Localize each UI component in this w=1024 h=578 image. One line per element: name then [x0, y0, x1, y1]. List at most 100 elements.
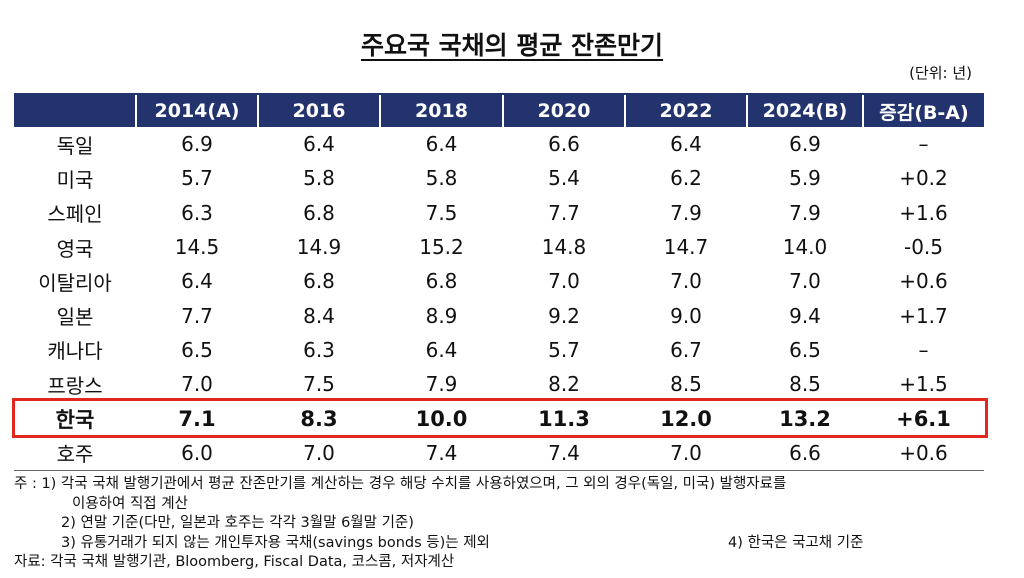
value-cell: 6.0	[136, 435, 258, 471]
maturity-table: 2014(A) 2016 2018 2020 2022 2024(B) 증감(B-A) 독일…	[14, 93, 984, 471]
value-cell: 6.4	[670, 132, 702, 157]
column-header: 2014(A)	[135, 93, 258, 127]
country-cell: 미국	[56, 167, 94, 192]
source: 자료: 각국 국채 발행기관, Bloomberg, Fiscal Data, …	[14, 554, 455, 570]
value-cell: +1.5	[899, 372, 948, 397]
table-row: 한국 7.1 8.3 10.0 11.3 12.0 13.2 +6.1	[14, 401, 984, 435]
country-cell: 캐나다	[47, 339, 103, 364]
value-cell: +0.6	[863, 435, 984, 471]
value-cell: 7.0	[670, 269, 702, 294]
value-cell: 13.2	[779, 406, 831, 431]
table-row: 프랑스 7.0 7.5 7.9 8.2 8.5 8.5 +1.5	[14, 367, 984, 401]
value-cell: 6.4	[425, 132, 458, 157]
value-cell: 6.5	[181, 337, 213, 362]
value-cell: 14.7	[663, 235, 709, 260]
value-cell: –	[918, 337, 929, 362]
value-cell: +6.1	[896, 406, 951, 431]
table-row: 독일 6.9 6.4 6.4 6.6 6.4 6.9 –	[14, 127, 984, 161]
value-cell: 7.1	[178, 406, 216, 431]
country-cell: 이탈리아	[38, 270, 112, 295]
value-cell: 5.8	[425, 166, 458, 191]
country-cell: 일본	[56, 305, 94, 330]
value-cell: 9.2	[548, 303, 580, 328]
value-cell: 6.5	[789, 337, 821, 362]
value-cell: 11.3	[538, 406, 590, 431]
header-row: 2014(A) 2016 2018 2020 2022 2024(B) 증감(B-A)	[14, 93, 984, 127]
value-cell: 8.3	[300, 406, 338, 431]
value-cell: 6.9	[181, 132, 213, 157]
value-cell: +0.6	[899, 269, 948, 294]
value-cell: +1.6	[899, 200, 948, 225]
value-cell: 7.5	[425, 200, 458, 225]
value-cell: 7.7	[548, 200, 580, 225]
table-row: 이탈리아 6.4 6.8 6.8 7.0 7.0 7.0 +0.6	[14, 264, 984, 298]
value-cell: 5.7	[548, 337, 580, 362]
column-header: 2022	[624, 93, 747, 127]
value-cell: 9.0	[670, 303, 702, 328]
value-cell: 6.4	[303, 132, 335, 157]
value-cell: 8.4	[303, 303, 335, 328]
value-cell: 5.4	[548, 166, 580, 191]
value-cell: 5.7	[181, 166, 213, 191]
value-cell: 8.2	[548, 372, 580, 397]
value-cell: 6.2	[670, 166, 702, 191]
value-cell: 7.0	[625, 435, 747, 471]
table-row: 미국 5.7 5.8 5.8 5.4 6.2 5.9 +0.2	[14, 161, 984, 195]
value-cell: 8.9	[425, 303, 458, 328]
column-header: 2024(B)	[746, 93, 863, 127]
value-cell: –	[918, 132, 929, 157]
table-row: 스페인 6.3 6.8 7.5 7.7 7.9 7.9 +1.6	[14, 196, 984, 230]
value-cell: 6.4	[425, 337, 458, 362]
value-cell: 8.5	[789, 372, 821, 397]
value-cell: 6.6	[548, 132, 580, 157]
column-header: 2018	[379, 93, 503, 127]
value-cell: 14.8	[541, 235, 587, 260]
column-header	[14, 93, 136, 127]
value-cell: 6.3	[181, 200, 213, 225]
column-header: 증감(B-A)	[862, 93, 984, 127]
note-1-cont: 이용하여 직접 계산	[72, 495, 188, 512]
value-cell: 5.9	[789, 166, 821, 191]
value-cell: 10.0	[415, 406, 468, 431]
value-cell: 7.0	[789, 269, 821, 294]
table-row: 호주 6.0 7.0 7.4 7.4 7.0 6.6 +0.6	[14, 435, 984, 471]
title-text: 주요국 국채의 평균 잔존만기	[360, 31, 664, 60]
column-header: 2016	[257, 93, 380, 127]
value-cell: 6.8	[425, 269, 458, 294]
value-cell: 6.8	[303, 200, 335, 225]
country-cell: 한국	[55, 407, 95, 432]
value-cell: 12.0	[660, 406, 712, 431]
value-cell: 6.7	[670, 337, 702, 362]
value-cell: 7.0	[181, 372, 213, 397]
note-2: 2) 연말 기준(다만, 일본과 호주는 각각 3월말 6월말 기준)	[61, 515, 414, 531]
note-1: 주 : 1) 각국 국채 발행기관에서 평균 잔존만기를 계산하는 경우 해당 …	[14, 476, 787, 492]
country-cell: 프랑스	[47, 373, 103, 398]
value-cell: 7.0	[258, 435, 380, 471]
value-cell: +1.7	[899, 303, 948, 328]
value-cell: 8.5	[670, 372, 702, 397]
table-row: 캐나다 6.5 6.3 6.4 5.7 6.7 6.5 –	[14, 333, 984, 367]
note-3: 3) 유통거래가 되지 않는 개인투자용 국채(savings bonds 등)…	[61, 534, 490, 551]
value-cell: 14.0	[782, 235, 828, 260]
value-cell: 5.8	[303, 166, 335, 191]
value-cell: 7.9	[425, 372, 458, 397]
note-4: 4) 한국은 국고채 기준	[728, 534, 864, 551]
value-cell: 7.7	[181, 303, 213, 328]
value-cell: 7.4	[503, 435, 625, 471]
value-cell: 15.2	[419, 235, 464, 260]
table-row: 일본 7.7 8.4 8.9 9.2 9.0 9.4 +1.7	[14, 298, 984, 332]
value-cell: +0.2	[899, 166, 948, 191]
table-row: 영국 14.5 14.9 15.2 14.8 14.7 14.0 -0.5	[14, 230, 984, 264]
page-title: 주요국 국채의 평균 잔존만기	[0, 26, 1024, 62]
value-cell: 14.5	[174, 235, 220, 260]
value-cell: 7.9	[670, 200, 702, 225]
country-cell: 영국	[56, 236, 94, 261]
value-cell: -0.5	[903, 235, 944, 260]
value-cell: 7.9	[789, 200, 821, 225]
value-cell: 7.0	[548, 269, 580, 294]
unit-label: (단위: 년)	[909, 64, 972, 82]
value-cell: 7.4	[380, 435, 503, 471]
footnotes: 주 : 1) 각국 국채 발행기관에서 평균 잔존만기를 계산하는 경우 해당 …	[14, 475, 1014, 573]
country-cell: 독일	[56, 133, 94, 158]
value-cell: 6.4	[181, 269, 213, 294]
